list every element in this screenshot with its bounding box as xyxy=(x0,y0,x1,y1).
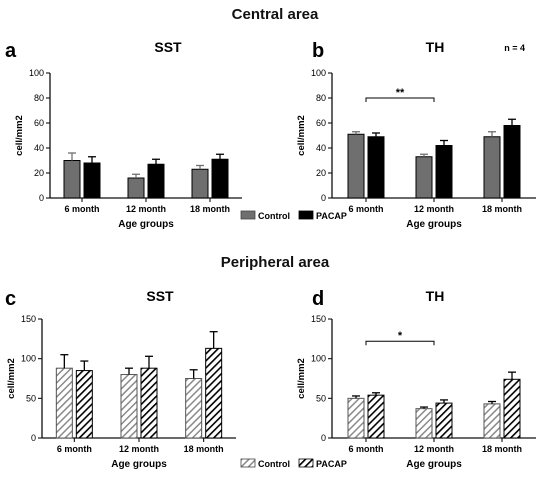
bar-control-18-month xyxy=(483,136,501,199)
chart-title: SST xyxy=(146,288,174,304)
y-axis-label: cell/mm2 xyxy=(296,358,307,399)
y-tick-label: 0 xyxy=(321,193,326,203)
chart-panel-a: a SST 0 20 40 60 80 100 cell/mm2 Age groups 6 mont… xyxy=(5,39,242,230)
bar-control-6-month xyxy=(55,367,73,439)
y-tick-label: 80 xyxy=(34,93,44,103)
x-tick-label: 6 month xyxy=(57,444,92,454)
y-tick-label: 60 xyxy=(34,118,44,128)
bar-pacap-6-month xyxy=(367,394,385,439)
y-tick-label: 60 xyxy=(316,118,326,128)
bar-pacap-12-month xyxy=(140,367,158,439)
x-axis-label: Age groups xyxy=(406,459,462,470)
significance-line xyxy=(365,340,435,346)
legend-swatch-control xyxy=(240,458,256,468)
bar-pacap-12-month xyxy=(147,163,165,199)
y-tick-label: 50 xyxy=(26,393,36,403)
chart-title: TH xyxy=(426,288,445,304)
bar-pacap-18-month xyxy=(503,378,521,439)
y-tick-label: 100 xyxy=(311,68,326,78)
bar-pacap-18-month xyxy=(211,158,229,199)
chart-panel-b: b TH 0 20 40 60 80 100 cell/mm2 Age groups 6 month… xyxy=(296,39,536,230)
bar-control-6-month xyxy=(63,160,81,199)
chart-panel-c: c SST 0 50 100 150 cell/mm2 Age groups 6 month 12… xyxy=(5,288,236,470)
x-tick-label: 12 month xyxy=(414,204,454,214)
legend-peripheral: Control PACAP xyxy=(240,458,347,469)
bar-control-12-month xyxy=(120,374,138,439)
y-axis-label: cell/mm2 xyxy=(296,115,307,156)
significance-bracket: ** xyxy=(365,87,435,102)
legend-label-pacap: PACAP xyxy=(316,459,347,469)
y-tick-label: 20 xyxy=(34,168,44,178)
x-tick-label: 18 month xyxy=(190,204,230,214)
significance-line xyxy=(365,97,435,102)
y-tick-label: 40 xyxy=(34,143,44,153)
panel-letter: d xyxy=(312,288,324,310)
sample-size-annotation: n = 4 xyxy=(504,43,525,53)
x-axis-label: Age groups xyxy=(406,219,462,230)
chart-title: SST xyxy=(154,39,182,55)
y-tick-label: 150 xyxy=(21,314,36,324)
x-tick-label: 18 month xyxy=(184,444,224,454)
y-tick-label: 80 xyxy=(316,93,326,103)
x-tick-label: 12 month xyxy=(119,444,159,454)
panel-letter: a xyxy=(5,40,17,62)
legend-central: Control PACAP xyxy=(240,210,347,221)
bar-control-6-month xyxy=(347,133,365,199)
legend-swatch-pacap xyxy=(298,458,314,468)
significance-label: ** xyxy=(396,87,405,99)
x-tick-label: 6 month xyxy=(349,444,384,454)
y-axis-label: cell/mm2 xyxy=(6,358,17,399)
x-tick-label: 18 month xyxy=(482,444,522,454)
significance-bracket: * xyxy=(365,330,435,346)
bar-pacap-18-month xyxy=(205,347,223,439)
bar-control-18-month xyxy=(191,168,209,199)
significance-label: * xyxy=(398,330,403,342)
legend-swatch-control xyxy=(240,210,256,220)
x-axis-label: Age groups xyxy=(111,459,167,470)
chart-title: TH xyxy=(426,39,445,55)
panel-letter: c xyxy=(5,288,16,310)
bar-control-18-month xyxy=(185,378,203,439)
bar-control-6-month xyxy=(347,397,365,439)
x-tick-label: 12 month xyxy=(126,204,166,214)
bar-pacap-6-month xyxy=(75,370,93,439)
legend-label-pacap: PACAP xyxy=(316,211,347,221)
x-axis-label: Age groups xyxy=(118,219,174,230)
y-tick-label: 100 xyxy=(311,354,326,364)
x-tick-label: 6 month xyxy=(65,204,100,214)
y-tick-label: 20 xyxy=(316,168,326,178)
bar-control-18-month xyxy=(483,403,501,439)
bar-control-12-month xyxy=(415,156,433,199)
x-tick-label: 18 month xyxy=(482,204,522,214)
chart-panel-d: d TH 0 50 100 150 cell/mm2 Age groups 6 month 12 … xyxy=(296,288,536,470)
y-tick-label: 50 xyxy=(316,393,326,403)
y-tick-label: 100 xyxy=(29,68,44,78)
legend-swatch-pacap xyxy=(298,210,314,220)
bar-control-12-month xyxy=(415,408,433,439)
x-tick-label: 12 month xyxy=(414,444,454,454)
y-tick-label: 40 xyxy=(316,143,326,153)
central-area-title: Central area xyxy=(231,6,319,23)
panel-letter: b xyxy=(312,40,324,62)
bar-pacap-12-month xyxy=(435,402,453,439)
bar-control-12-month xyxy=(127,177,145,199)
y-tick-label: 0 xyxy=(321,433,326,443)
bar-pacap-18-month xyxy=(503,125,521,199)
peripheral-area-title: Peripheral area xyxy=(220,254,330,271)
y-tick-label: 150 xyxy=(311,314,326,324)
bar-pacap-12-month xyxy=(435,145,453,199)
y-tick-label: 100 xyxy=(21,354,36,364)
x-tick-label: 6 month xyxy=(349,204,384,214)
bar-pacap-6-month xyxy=(83,162,101,199)
bar-pacap-6-month xyxy=(367,136,385,199)
legend-label-control: Control xyxy=(258,459,290,469)
y-tick-label: 0 xyxy=(39,193,44,203)
y-axis-label: cell/mm2 xyxy=(14,115,25,156)
legend-label-control: Control xyxy=(258,211,290,221)
y-tick-label: 0 xyxy=(31,433,36,443)
